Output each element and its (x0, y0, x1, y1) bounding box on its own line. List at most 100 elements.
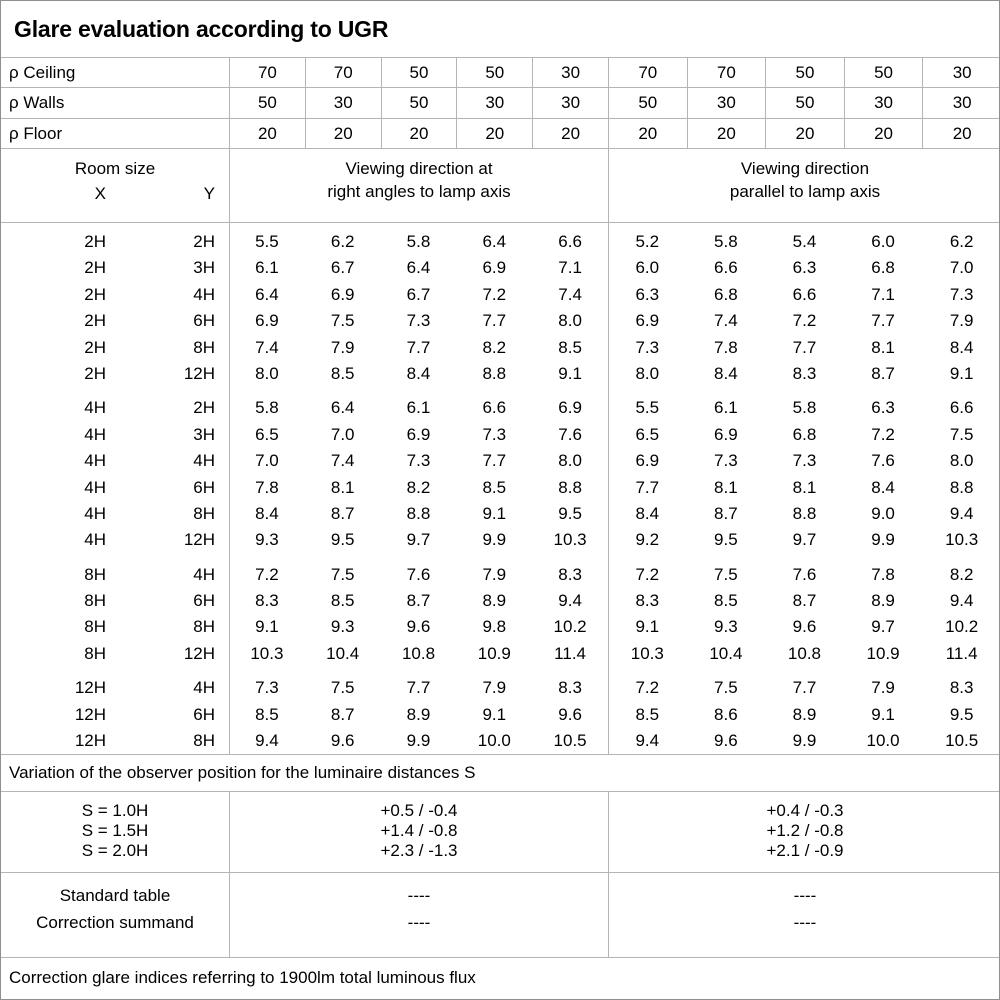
ugr-value-right-angles: 8.3 (558, 564, 582, 584)
reflectance-value-cell: 30 (304, 88, 381, 118)
ugr-value-right-angles: 9.3 (330, 617, 355, 637)
ugr-value-parallel: 6.3 (792, 258, 817, 278)
ugr-value-parallel: 6.8 (871, 258, 895, 278)
ugr-value-right-angles: 7.9 (330, 337, 355, 357)
ugr-value-parallel: 7.6 (792, 564, 817, 584)
ugr-value-parallel: 10.4 (709, 643, 743, 663)
table-row: 2H 3H 6.1 6.7 6.4 6.9 7.1 6.0 6.6 6.3 6.8 7.0 (1, 255, 999, 281)
table-row: 4H 8H 8.4 8.7 8.8 9.1 9.5 8.4 8.7 8.8 9.0 9.4 (1, 501, 999, 527)
reflectance-row: ρ Ceiling 70 70 50 50 30 70 70 50 50 30 (1, 58, 999, 89)
room-y-value: 6H (193, 704, 215, 724)
ugr-value-parallel: 6.6 (792, 284, 817, 304)
room-x-value: 4H (84, 451, 106, 471)
reflectance-label: ρ Ceiling (9, 63, 76, 82)
ugr-value-right-angles: 6.9 (255, 311, 279, 331)
ugr-value-parallel: 9.4 (635, 731, 660, 751)
ugr-value-right-angles: 10.4 (326, 643, 360, 663)
reflectance-value-cell: 30 (922, 58, 999, 88)
room-size-group: 2H 2H 5.5 6.2 5.8 6.4 6.6 5.2 5.8 5.4 6.0 6.2 2H 3H 6.… (1, 229, 999, 387)
reflectance-value-cell: 50 (765, 88, 844, 118)
room-y-value: 2H (193, 398, 215, 418)
ugr-value-parallel: 9.9 (871, 530, 895, 550)
correction-section: Standard table Correction summand ---- ---… (1, 872, 999, 958)
room-x-value: 8H (84, 591, 106, 611)
room-y-value: 6H (193, 591, 215, 611)
ugr-value-parallel: 8.8 (949, 477, 974, 497)
ugr-value-right-angles: 8.2 (406, 477, 431, 497)
room-x-value: 2H (84, 258, 106, 278)
correction-value-parallel: ---- (793, 912, 817, 932)
ugr-value-parallel: 8.7 (792, 591, 817, 611)
ugr-value-right-angles: 6.6 (482, 398, 507, 418)
ugr-value-right-angles: 8.4 (406, 363, 431, 383)
ugr-value-right-angles: 8.2 (482, 337, 507, 357)
reflectance-value-cell: 20 (686, 118, 766, 149)
reflectance-value-cell: 30 (532, 58, 608, 88)
room-x-value: 8H (84, 643, 106, 663)
ugr-value-right-angles: 8.0 (255, 363, 279, 383)
variation-note: Variation of the observer position for t… (1, 755, 999, 792)
ugr-value-parallel: 6.5 (635, 424, 660, 444)
table-row: 2H 12H 8.0 8.5 8.4 8.8 9.1 8.0 8.4 8.3 8.7 9.1 (1, 361, 999, 387)
room-x-value: 4H (84, 503, 106, 523)
room-x-value: 12H (74, 731, 106, 751)
ugr-value-right-angles: 8.3 (255, 591, 279, 611)
ugr-value-right-angles: 6.9 (406, 424, 431, 444)
reflectance-value-cell: 20 (607, 118, 687, 149)
ugr-value-parallel: 10.2 (945, 617, 979, 637)
ugr-value-parallel: 7.7 (635, 477, 660, 497)
ugr-value-parallel: 8.2 (949, 564, 974, 584)
room-x-value: 4H (84, 477, 106, 497)
correction-value-right-angles: ---- (407, 912, 431, 932)
ugr-value-parallel: 8.5 (635, 704, 660, 724)
ugr-value-right-angles: 9.1 (255, 617, 279, 637)
ugr-value-parallel: 9.9 (792, 731, 817, 751)
s-values-right-angles: +0.5 / -0.4 +1.4 / -0.8 +2.3 / -1.3 (229, 791, 608, 872)
reflectance-label: ρ Walls (9, 93, 65, 113)
room-size-label: Room size (74, 158, 156, 178)
room-x-value: 2H (84, 284, 106, 304)
ugr-value-right-angles: 5.8 (255, 398, 279, 418)
room-size-header: Room size X Y (1, 149, 229, 222)
ugr-value-parallel: 7.2 (635, 678, 660, 698)
reflectance-value-cell: 20 (765, 118, 844, 149)
ugr-value-right-angles: 6.5 (255, 424, 279, 444)
ugr-value-right-angles: 8.8 (558, 477, 582, 497)
table-row: 8H 4H 7.2 7.5 7.6 7.9 8.3 7.2 7.5 7.6 7.8 8.2 (1, 562, 999, 588)
ugr-value-right-angles: 9.4 (255, 731, 279, 751)
viewing-parallel-line2: parallel to lamp axis (729, 181, 881, 201)
ugr-value-right-angles: 7.5 (330, 311, 355, 331)
ugr-value-parallel: 9.2 (635, 530, 660, 550)
ugr-value-right-angles: 10.3 (250, 643, 284, 663)
variation-value-parallel: +2.1 / -0.9 (766, 840, 844, 860)
room-y-value: 3H (193, 424, 215, 444)
room-y-value: 12H (183, 643, 215, 663)
s-distance-label: S = 1.0H (81, 800, 149, 820)
reflectance-value-cell: 50 (456, 58, 532, 88)
ugr-value-parallel: 7.3 (792, 451, 817, 471)
table-row: 2H 2H 5.5 6.2 5.8 6.4 6.6 5.2 5.8 5.4 6.0 6.2 (1, 229, 999, 255)
ugr-value-parallel: 8.8 (792, 503, 817, 523)
s-distance-section: S = 1.0H S = 1.5H S = 2.0H +0.5 / -0.4 +1.4… (1, 791, 999, 873)
ugr-value-right-angles: 7.7 (406, 678, 431, 698)
table-row: 8H 6H 8.3 8.5 8.7 8.9 9.4 8.3 8.5 8.7 8.9 9.4 (1, 588, 999, 614)
ugr-value-parallel: 7.2 (792, 311, 817, 331)
reflectance-value-cell: 70 (304, 58, 381, 88)
ugr-value-right-angles: 7.5 (330, 678, 355, 698)
reflectance-value-cell: 20 (380, 118, 457, 149)
reflectance-value-cell: 30 (532, 88, 608, 118)
ugr-value-right-angles: 7.3 (406, 451, 431, 471)
table-row: 12H 8H 9.4 9.6 9.9 10.0 10.5 9.4 9.6 9.9 10.0 10.5 (1, 728, 999, 754)
ugr-value-parallel: 7.7 (871, 311, 895, 331)
ugr-value-right-angles: 8.5 (330, 363, 355, 383)
table-row: 4H 3H 6.5 7.0 6.9 7.3 7.6 6.5 6.9 6.8 7.2 7.5 (1, 422, 999, 448)
reflectance-value-cell: 70 (229, 58, 305, 88)
column-divider (608, 222, 609, 754)
room-x-value: 8H (84, 617, 106, 637)
variation-value-right-angles: +0.5 / -0.4 (380, 800, 458, 820)
ugr-value-parallel: 6.6 (714, 258, 738, 278)
reflectance-label: ρ Floor (9, 123, 63, 143)
ugr-value-parallel: 7.7 (792, 337, 817, 357)
reflectance-value-cell: 50 (229, 88, 305, 118)
correction-label: Standard table (59, 885, 171, 905)
